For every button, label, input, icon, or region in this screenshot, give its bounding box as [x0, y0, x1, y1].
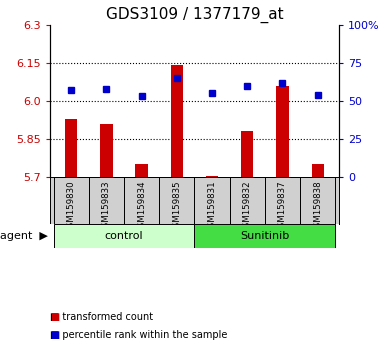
Bar: [100, 124, 112, 177]
Text: GSM159835: GSM159835: [172, 181, 181, 233]
Bar: [241, 131, 253, 177]
Text: GSM159838: GSM159838: [313, 181, 322, 233]
Bar: [54, 224, 194, 248]
Text: GSM159830: GSM159830: [67, 181, 76, 233]
Text: GSM159834: GSM159834: [137, 181, 146, 233]
Text: agent  ▶: agent ▶: [0, 231, 48, 241]
Text: control: control: [105, 231, 143, 241]
Bar: [206, 176, 218, 177]
Title: GDS3109 / 1377179_at: GDS3109 / 1377179_at: [105, 7, 283, 23]
Bar: [311, 164, 324, 177]
Bar: [229, 177, 265, 224]
Bar: [89, 177, 124, 224]
Bar: [65, 119, 77, 177]
Text: ■: ■: [50, 312, 59, 322]
Bar: [300, 177, 335, 224]
Text: ■: ■: [50, 330, 59, 339]
Bar: [124, 177, 159, 224]
Bar: [136, 164, 148, 177]
Text: GSM159837: GSM159837: [278, 181, 287, 233]
Bar: [276, 86, 289, 177]
Text: GSM159831: GSM159831: [208, 181, 216, 233]
Text: GSM159832: GSM159832: [243, 181, 252, 233]
Text: Sunitinib: Sunitinib: [240, 231, 290, 241]
Bar: [194, 177, 229, 224]
Bar: [194, 224, 335, 248]
Bar: [265, 177, 300, 224]
Text: ■ percentile rank within the sample: ■ percentile rank within the sample: [50, 330, 228, 339]
Bar: [54, 177, 89, 224]
Text: GSM159833: GSM159833: [102, 181, 111, 233]
Text: ■ transformed count: ■ transformed count: [50, 312, 153, 322]
Bar: [159, 177, 194, 224]
Bar: [171, 65, 183, 177]
